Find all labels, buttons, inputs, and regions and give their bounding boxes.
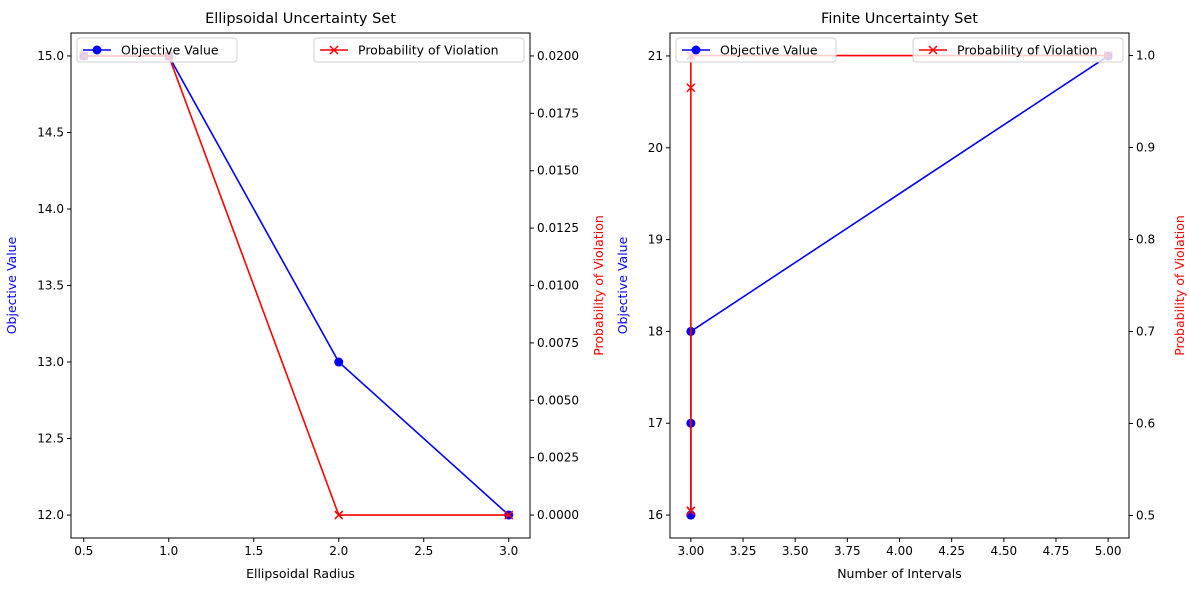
chart0-y-tick-label: 12.5 — [37, 432, 64, 446]
chart0-title: Ellipsoidal Uncertainty Set — [205, 11, 396, 27]
chart1-y2-tick-label: 0.9 — [1136, 141, 1155, 155]
chart1-group: Finite Uncertainty Set 3.00 3.25 3.50 3.75 4.… — [615, 11, 1187, 581]
chart0-y2-axis-label: Probability of Violation — [591, 215, 606, 356]
chart1-legend-left: Objective Value — [675, 37, 837, 63]
chart0-series-1-point — [504, 510, 514, 520]
chart1-title: Finite Uncertainty Set — [821, 11, 978, 27]
chart0-y-tick-label: 13.0 — [37, 355, 64, 369]
chart0-axes-frame — [70, 32, 531, 539]
chart1-x-tick-label: 4.00 — [886, 544, 913, 558]
chart0-x-tick-label: 2.0 — [329, 544, 348, 558]
chart0-series-1-point — [334, 510, 344, 520]
chart1-y2-tick-label: 0.6 — [1136, 416, 1155, 430]
chart1-legend-label: Objective Value — [720, 43, 818, 58]
chart0-legend-left: Objective Value — [76, 37, 238, 63]
chart1-y2-tick-label: 0.7 — [1136, 324, 1155, 338]
chart1-y2-tick-label: 1.0 — [1136, 49, 1155, 63]
chart1-y-tick-label: 18 — [648, 324, 663, 338]
chart0-y-tick-label: 13.5 — [37, 279, 64, 293]
chart0-y-tick-label: 14.5 — [37, 125, 64, 139]
chart1-axes-frame — [669, 32, 1130, 539]
chart1-x-tick-label: 4.75 — [1043, 544, 1070, 558]
chart0-y2-tick-label: 0.0000 — [537, 508, 579, 522]
chart1-x-tick-label: 4.50 — [990, 544, 1017, 558]
chart0-y2-tick-label: 0.0175 — [537, 106, 579, 120]
chart0-legend-label: Objective Value — [121, 43, 219, 58]
chart0-y-tick-label: 12.0 — [37, 508, 64, 522]
chart0-y-tick-label: 15.0 — [37, 49, 64, 63]
chart1-legend-swatch-marker — [691, 45, 701, 55]
chart1-x-tick-label: 3.25 — [730, 544, 757, 558]
chart0-y2-tick-label: 0.0100 — [537, 279, 579, 293]
chart0-legend-box — [76, 37, 238, 63]
chart0-y2-tick-label: 0.0150 — [537, 164, 579, 178]
chart1-legend-box — [912, 37, 1124, 63]
chart1-x-tick-label: 5.00 — [1095, 544, 1122, 558]
chart1-legend-box — [675, 37, 837, 63]
chart1-x-axis-label: Number of Intervals — [837, 566, 962, 581]
chart1-legend-right: Probability of Violation — [912, 37, 1124, 63]
chart1-series-1-point — [686, 506, 696, 516]
chart1-y2-axis-label: Probability of Violation — [1172, 215, 1187, 356]
chart0-legend-box — [313, 37, 525, 63]
chart1-x-tick-label: 3.75 — [834, 544, 861, 558]
chart0-y-tick-label: 14.0 — [37, 202, 64, 216]
chart1-y2-tick-label: 0.8 — [1136, 233, 1155, 247]
chart0-x-tick-label: 1.5 — [244, 544, 263, 558]
chart0-y2-tick-label: 0.0075 — [537, 336, 579, 350]
chart0-legend-swatch-marker — [329, 45, 339, 55]
chart1-y-tick-label: 17 — [648, 416, 663, 430]
chart1-y2-tick-label: 0.5 — [1136, 508, 1155, 522]
chart1-x-tick-label: 4.25 — [938, 544, 965, 558]
chart0-y2-tick-label: 0.0200 — [537, 49, 579, 63]
chart0-x-tick-label: 2.5 — [414, 544, 433, 558]
chart0-x-tick-label: 1.0 — [159, 544, 178, 558]
chart0-y-axis-label: Objective Value — [4, 236, 19, 334]
chart0-legend-swatch-marker — [92, 45, 102, 55]
chart1-y-axis-label: Objective Value — [615, 236, 630, 334]
chart1-legend-label: Probability of Violation — [957, 43, 1098, 58]
chart1-y-tick-label: 21 — [648, 49, 663, 63]
chart1-series-1-line — [690, 54, 1109, 511]
chart1-y-tick-label: 20 — [648, 141, 663, 155]
chart0-legend-label: Probability of Violation — [358, 43, 499, 58]
chart0-y2-tick-label: 0.0050 — [537, 393, 579, 407]
chart0-series-0-point — [334, 357, 344, 367]
chart0-y2-tick-label: 0.0125 — [537, 221, 579, 235]
chart1-series-1-point — [686, 83, 696, 93]
chart1-y-tick-label: 16 — [648, 508, 663, 522]
chart0-y2-tick-label: 0.0025 — [537, 451, 579, 465]
chart1-x-tick-label: 3.00 — [678, 544, 705, 558]
chart0-legend-right: Probability of Violation — [313, 37, 525, 63]
chart0-x-tick-label: 3.0 — [499, 544, 518, 558]
chart1-x-tick-label: 3.50 — [782, 544, 809, 558]
chart1-y-tick-label: 19 — [648, 233, 663, 247]
chart0-x-axis-label: Ellipsoidal Radius — [246, 566, 355, 581]
chart1-legend-swatch-marker — [928, 45, 938, 55]
chart0-x-tick-label: 0.5 — [74, 544, 93, 558]
chart0-group: Ellipsoidal Uncertainty Set 0.5 1.0 1.5 2.0 2… — [4, 11, 606, 581]
